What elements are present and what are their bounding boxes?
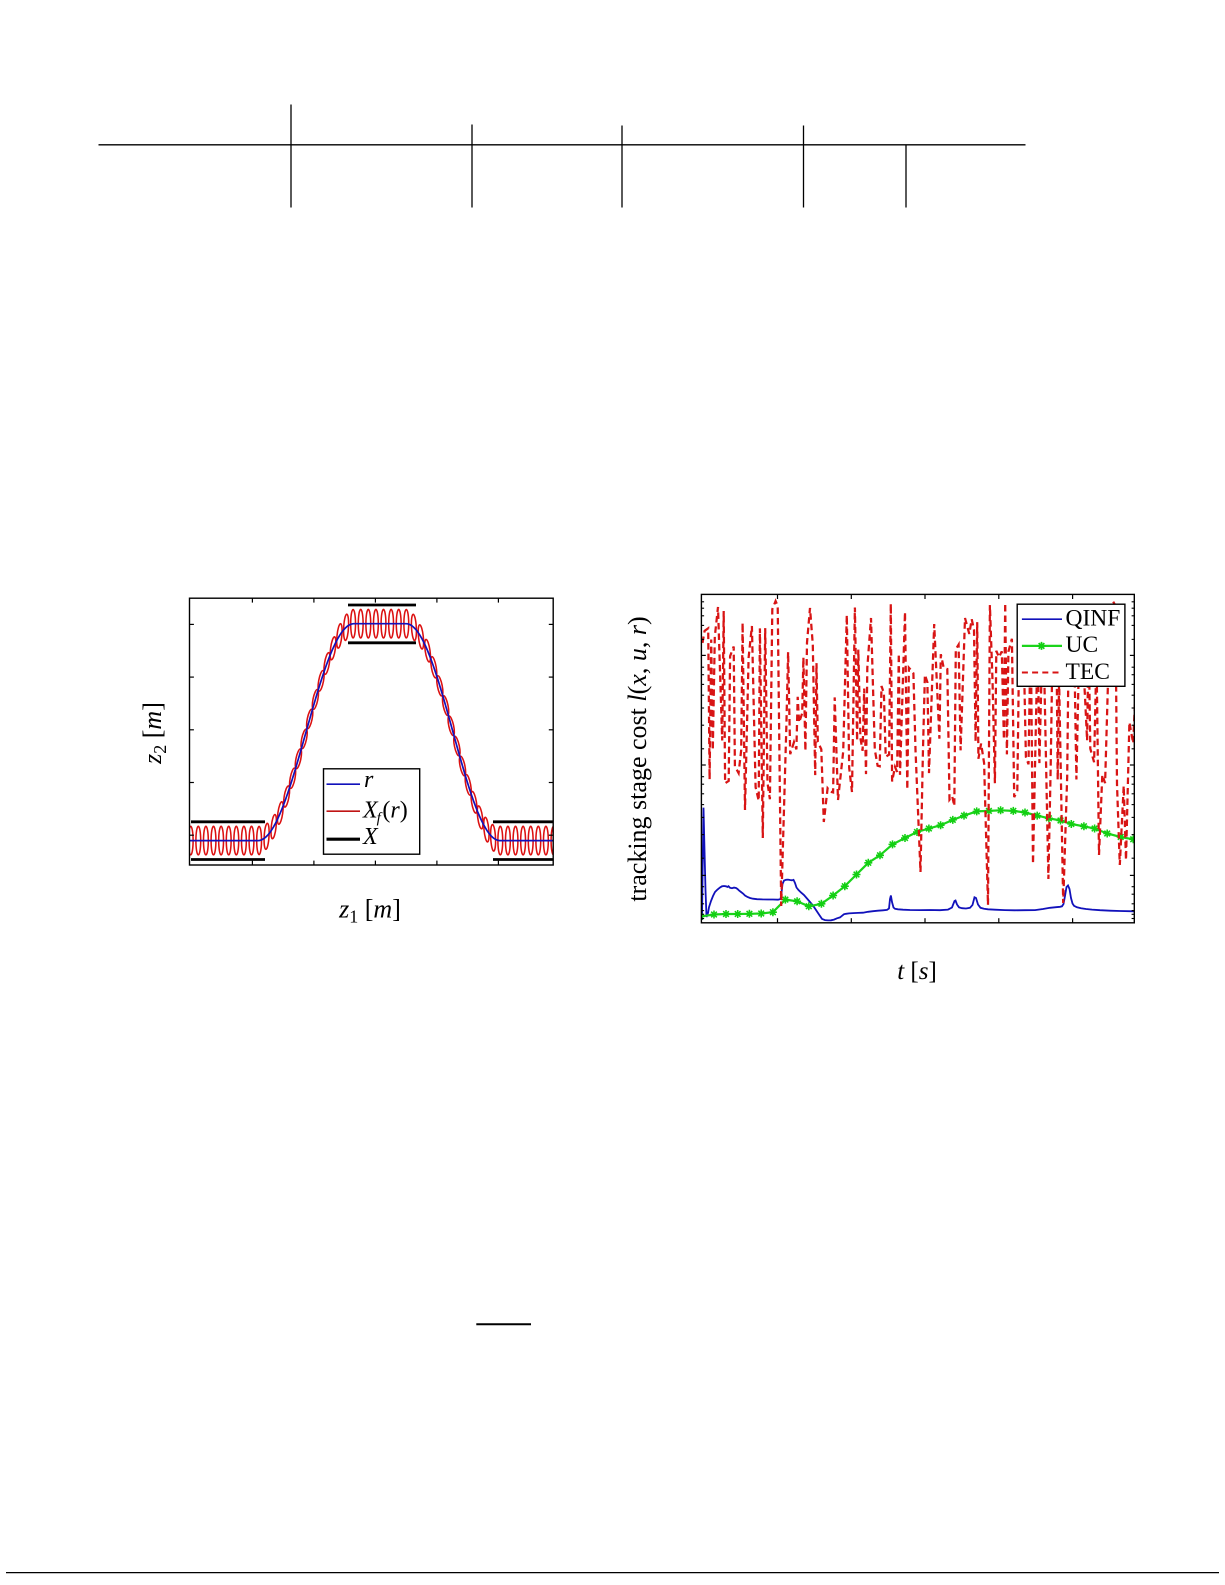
- svg-text:TEC: TEC: [1066, 659, 1110, 685]
- svg-text:t [s]: t [s]: [897, 958, 937, 985]
- svg-text:tracking stage cost l(x, u, r): tracking stage cost l(x, u, r): [623, 616, 652, 901]
- svg-text:Xf(r): Xf(r): [362, 798, 408, 827]
- svg-text:r: r: [364, 767, 374, 793]
- svg-text:QINF: QINF: [1066, 606, 1121, 632]
- svg-text:z2 [m]: z2 [m]: [138, 702, 170, 765]
- svg-text:z1 [m]: z1 [m]: [338, 895, 401, 927]
- svg-text:UC: UC: [1066, 632, 1099, 658]
- svg-text:X: X: [362, 824, 379, 850]
